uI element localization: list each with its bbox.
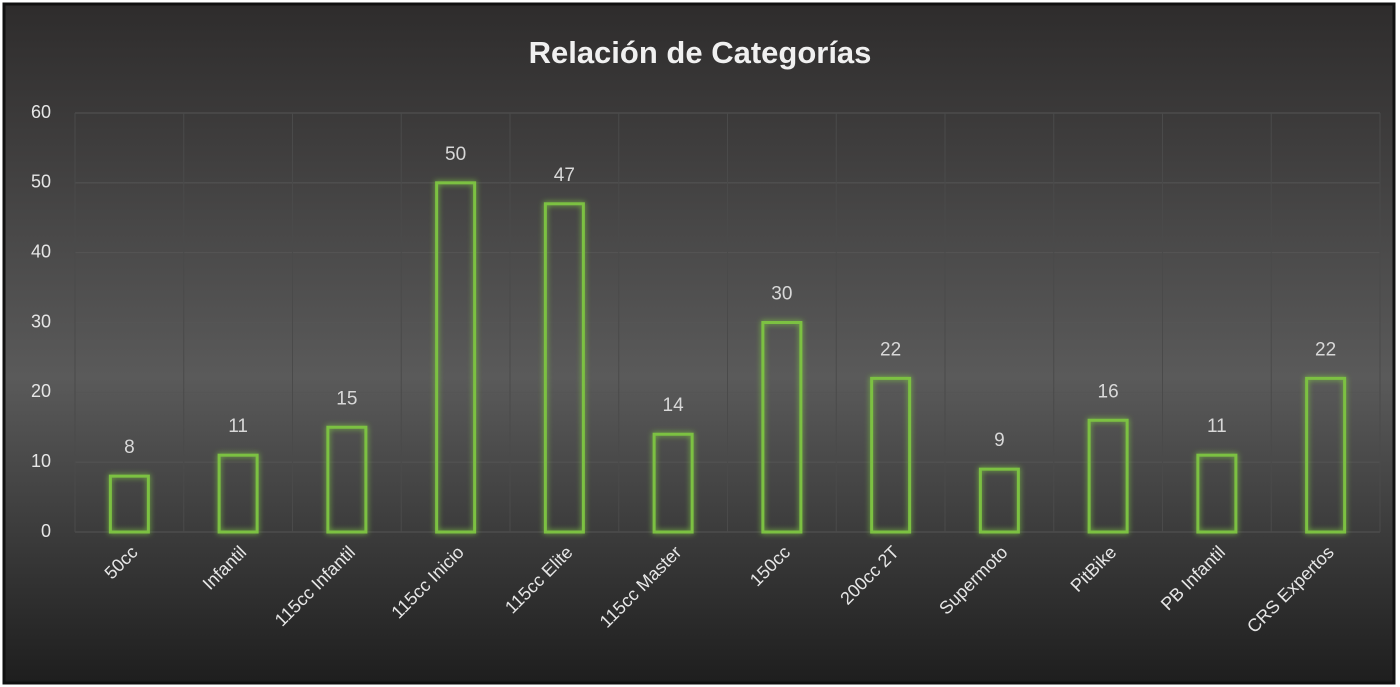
data-label: 22 xyxy=(1315,339,1336,360)
bar xyxy=(108,474,150,534)
y-tick-label: 40 xyxy=(31,241,51,261)
data-label: 47 xyxy=(554,165,575,186)
bar xyxy=(1087,418,1129,534)
data-label: 11 xyxy=(1207,416,1227,437)
bar xyxy=(326,425,368,534)
data-label: 9 xyxy=(994,430,1005,451)
bar xyxy=(978,467,1020,534)
bar xyxy=(761,321,803,534)
chart-title: Relación de Categorías xyxy=(529,35,872,70)
data-label: 14 xyxy=(663,395,685,416)
data-label: 11 xyxy=(228,416,248,437)
y-tick-label: 60 xyxy=(31,102,51,122)
data-label: 16 xyxy=(1098,381,1119,402)
bar xyxy=(217,453,259,534)
y-tick-label: 50 xyxy=(31,172,51,192)
y-tick-label: 10 xyxy=(31,451,51,471)
bar xyxy=(870,376,912,534)
bar xyxy=(543,202,585,534)
bar xyxy=(435,181,477,534)
bar xyxy=(1196,453,1238,534)
data-label: 50 xyxy=(445,144,466,165)
data-label: 15 xyxy=(336,388,357,409)
bar xyxy=(652,432,694,534)
y-tick-label: 0 xyxy=(41,521,51,541)
bar xyxy=(1305,376,1347,534)
y-tick-label: 20 xyxy=(31,381,51,401)
data-label: 22 xyxy=(880,339,901,360)
data-label: 30 xyxy=(771,284,792,305)
y-tick-label: 30 xyxy=(31,311,51,331)
data-label: 8 xyxy=(124,437,135,458)
